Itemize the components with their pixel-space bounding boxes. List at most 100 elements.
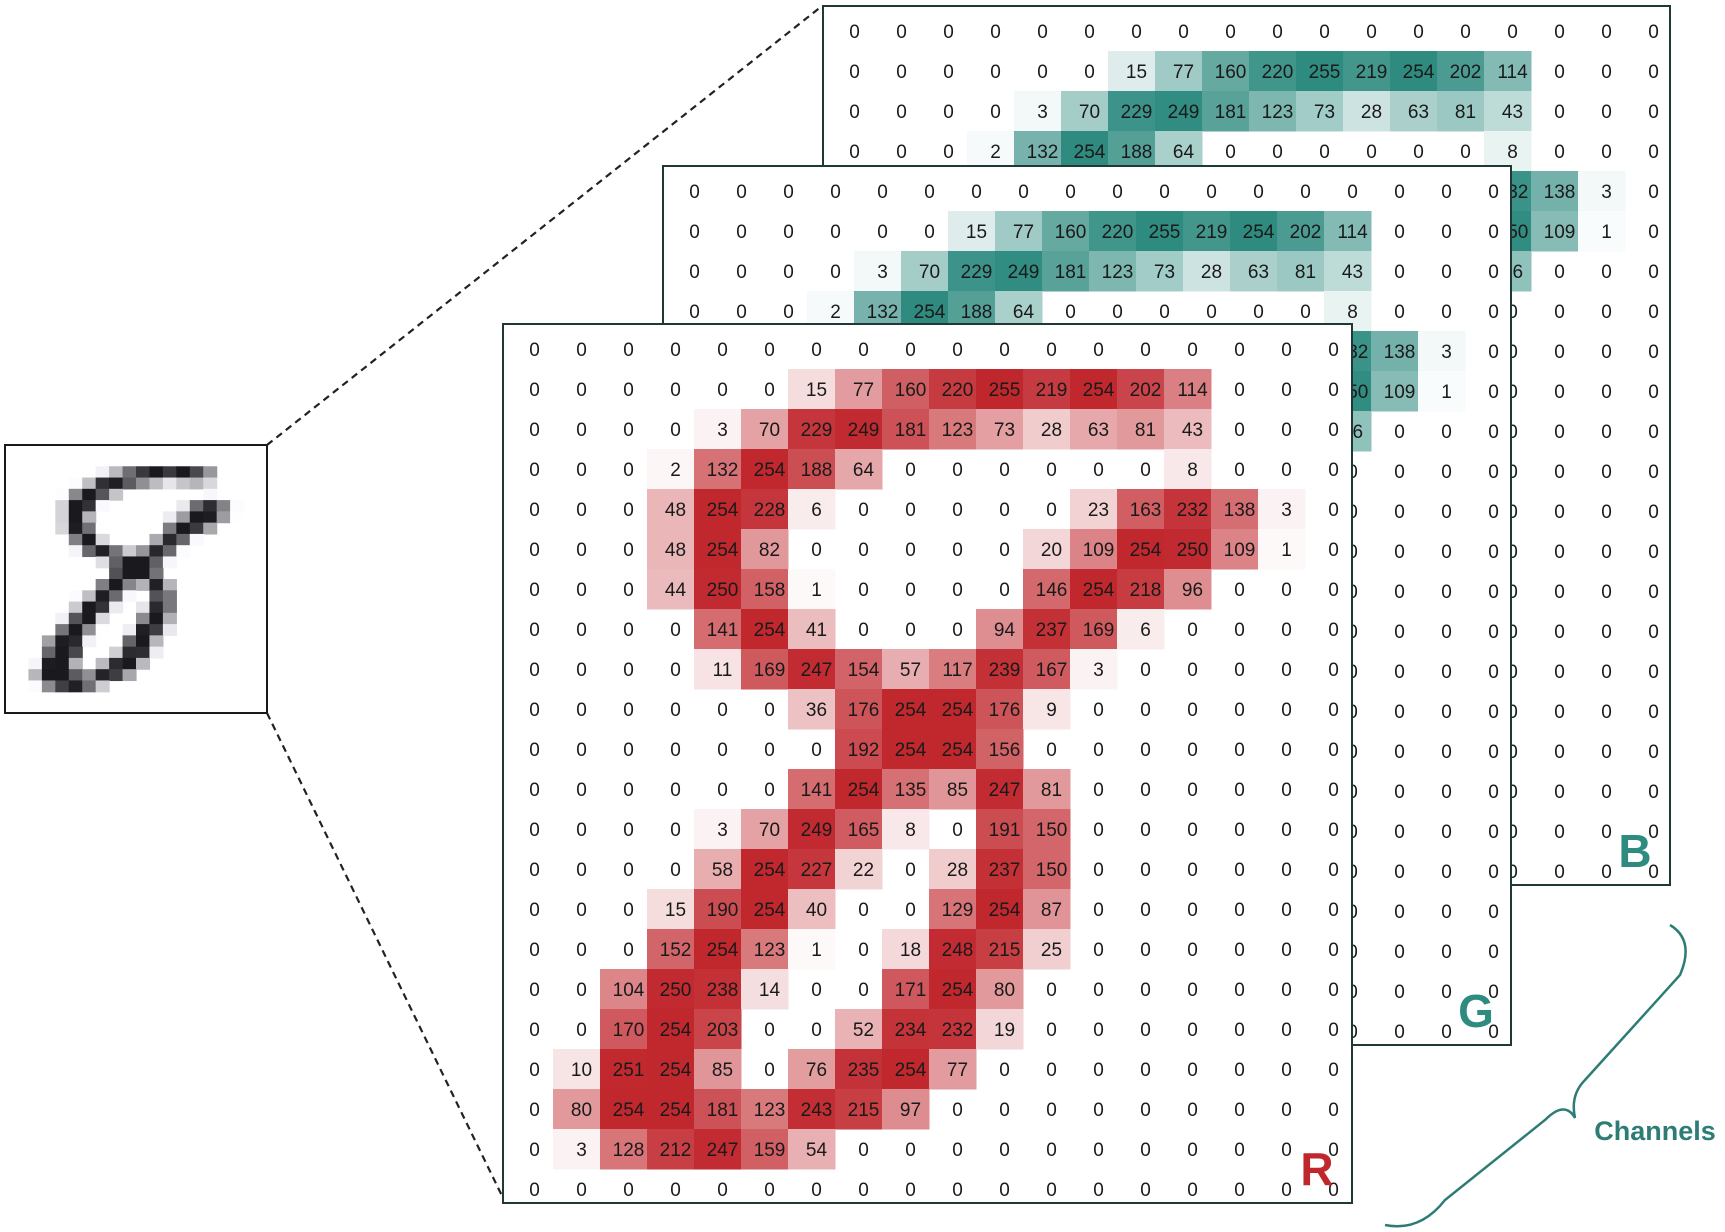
thumbnail-pixel [95,466,110,479]
pixel-cell [1023,369,1071,410]
pixel-value: 0 [689,262,700,283]
pixel-value: 0 [858,940,869,961]
pixel-cell [835,769,883,810]
pixel-value: 0 [1234,1020,1245,1041]
pixel-cell [1371,331,1419,372]
pixel-value: 0 [576,820,587,841]
pixel-cell [929,729,977,770]
pixel-cell [694,529,742,570]
pixel-cell [1117,609,1165,650]
pixel-cell [1183,211,1231,252]
thumbnail-pixel [82,612,97,625]
pixel-value: 254 [660,1020,692,1041]
pixel-value: 0 [1093,980,1104,1001]
pixel-value: 0 [529,340,540,361]
pixel-value: 3 [877,262,888,283]
pixel-value: 0 [1488,942,1499,963]
pixel-value: 0 [1187,820,1198,841]
pixel-value: 0 [1046,1060,1057,1081]
pixel-value: 0 [1093,780,1104,801]
thumbnail-pixel [68,657,83,670]
pixel-value: 0 [905,460,916,481]
pixel-cell [694,1049,742,1090]
pixel-value: 0 [1488,582,1499,603]
thumbnail-pixel [162,624,177,636]
pixel-value: 0 [1328,860,1339,881]
thumbnail-pixel [28,669,43,682]
thumbnail-pixel [95,579,110,591]
pixel-cell [1418,331,1466,372]
pixel-value: 0 [1328,540,1339,561]
thumbnail-pixel [162,590,177,603]
pixel-cell [694,809,742,850]
pixel-value: 0 [623,460,634,481]
pixel-cell [1023,649,1071,690]
pixel-value: 0 [1554,62,1565,83]
thumbnail-pixel [55,646,70,659]
pixel-value: 0 [999,1180,1010,1201]
thumbnail-pixel [230,500,245,512]
pixel-cell [1023,929,1071,970]
pixel-value: 254 [754,900,786,921]
pixel-value: 170 [613,1020,645,1041]
pixel-value: 0 [670,620,681,641]
pixel-value: 0 [1328,1020,1339,1041]
pixel-value: 0 [999,1060,1010,1081]
pixel-cell [1108,131,1156,172]
pixel-value: 0 [1328,1100,1339,1121]
thumbnail-pixel [95,612,110,625]
pixel-value: 0 [764,380,775,401]
pixel-value: 0 [858,620,869,641]
pixel-cell [929,969,977,1010]
pixel-cell [1070,369,1118,410]
pixel-value: 154 [848,660,880,681]
pixel-value: 0 [952,1140,963,1161]
pixel-value: 0 [1441,822,1452,843]
pixel-cell [694,449,742,490]
pixel-value: 0 [764,740,775,761]
pixel-cell [741,969,789,1010]
pixel-value: 0 [849,22,860,43]
pixel-value: 0 [811,740,822,761]
pixel-cell [835,369,883,410]
pixel-value: 0 [1093,860,1104,881]
thumbnail-pixel [189,500,204,512]
pixel-cell [741,409,789,450]
pixel-value: 0 [1394,582,1405,603]
pixel-value: 0 [1140,340,1151,361]
pixel-value: 254 [1403,62,1435,83]
thumbnail-pixel [203,488,218,501]
pixel-value: 0 [1394,742,1405,763]
pixel-value: 14 [759,980,781,1001]
pixel-value: 188 [801,460,833,481]
thumbnail-pixel [55,669,70,682]
pixel-value: 1 [1601,222,1612,243]
pixel-value: 0 [905,1180,916,1201]
pixel-value: 0 [1648,342,1659,363]
pixel-value: 0 [1507,782,1518,803]
pixel-value: 0 [905,1140,916,1161]
thumbnail-pixel [162,466,177,479]
zoom-line-top [266,5,823,446]
thumbnail-pixel [55,522,70,535]
pixel-cell [929,1049,977,1090]
pixel-cell [1296,51,1344,92]
pixel-value: 0 [1140,460,1151,481]
pixel-cell [647,489,695,530]
pixel-cell [1343,51,1391,92]
pixel-cell [1164,569,1212,610]
pixel-value: 0 [1328,500,1339,521]
pixel-value: 0 [764,1180,775,1201]
pixel-value: 123 [942,420,974,441]
digit-thumbnail [4,444,268,714]
pixel-value: 77 [947,1060,968,1081]
thumbnail-pixel [216,511,231,524]
pixel-value: 0 [1441,262,1452,283]
pixel-value: 36 [806,700,827,721]
pixel-value: 132 [707,460,739,481]
pixel-value: 0 [1187,860,1198,881]
pixel-value: 0 [736,262,747,283]
pixel-value: 169 [1083,620,1115,641]
pixel-value: 0 [1281,1060,1292,1081]
thumbnail-pixel [109,590,124,603]
